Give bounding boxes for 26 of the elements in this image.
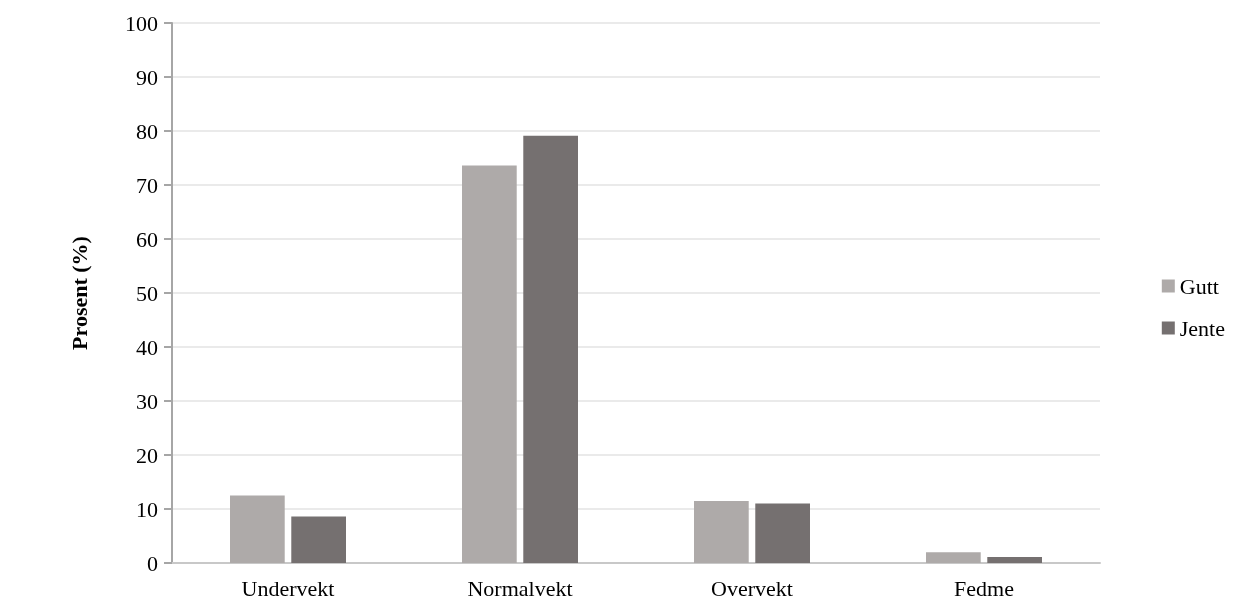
y-tick-label: 90 bbox=[136, 64, 158, 90]
legend-label: Gutt bbox=[1179, 273, 1219, 299]
y-tick-label: 40 bbox=[136, 334, 158, 360]
y-tick-label: 0 bbox=[147, 550, 158, 576]
bar bbox=[230, 495, 285, 563]
y-tick-label: 80 bbox=[136, 118, 158, 144]
y-tick-label: 50 bbox=[136, 280, 158, 306]
x-tick-label: Undervekt bbox=[241, 575, 335, 601]
bar bbox=[694, 500, 749, 563]
legend-label: Jente bbox=[1179, 315, 1225, 341]
y-tick-label: 10 bbox=[136, 496, 158, 522]
y-tick-label: 100 bbox=[125, 10, 158, 36]
bar bbox=[926, 552, 981, 563]
y-tick-label: 20 bbox=[136, 442, 158, 468]
bar bbox=[462, 165, 517, 563]
bar bbox=[523, 135, 578, 563]
x-tick-label: Fedme bbox=[954, 575, 1014, 601]
y-axis-title: Prosent (%) bbox=[66, 236, 92, 350]
y-tick-label: 60 bbox=[136, 226, 158, 252]
bar bbox=[291, 516, 346, 563]
bar bbox=[755, 503, 810, 563]
x-tick-label: Overvekt bbox=[711, 575, 793, 601]
x-tick-label: Normalvekt bbox=[467, 575, 573, 601]
y-tick-label: 70 bbox=[136, 172, 158, 198]
bar bbox=[987, 557, 1042, 563]
y-tick-label: 30 bbox=[136, 388, 158, 414]
